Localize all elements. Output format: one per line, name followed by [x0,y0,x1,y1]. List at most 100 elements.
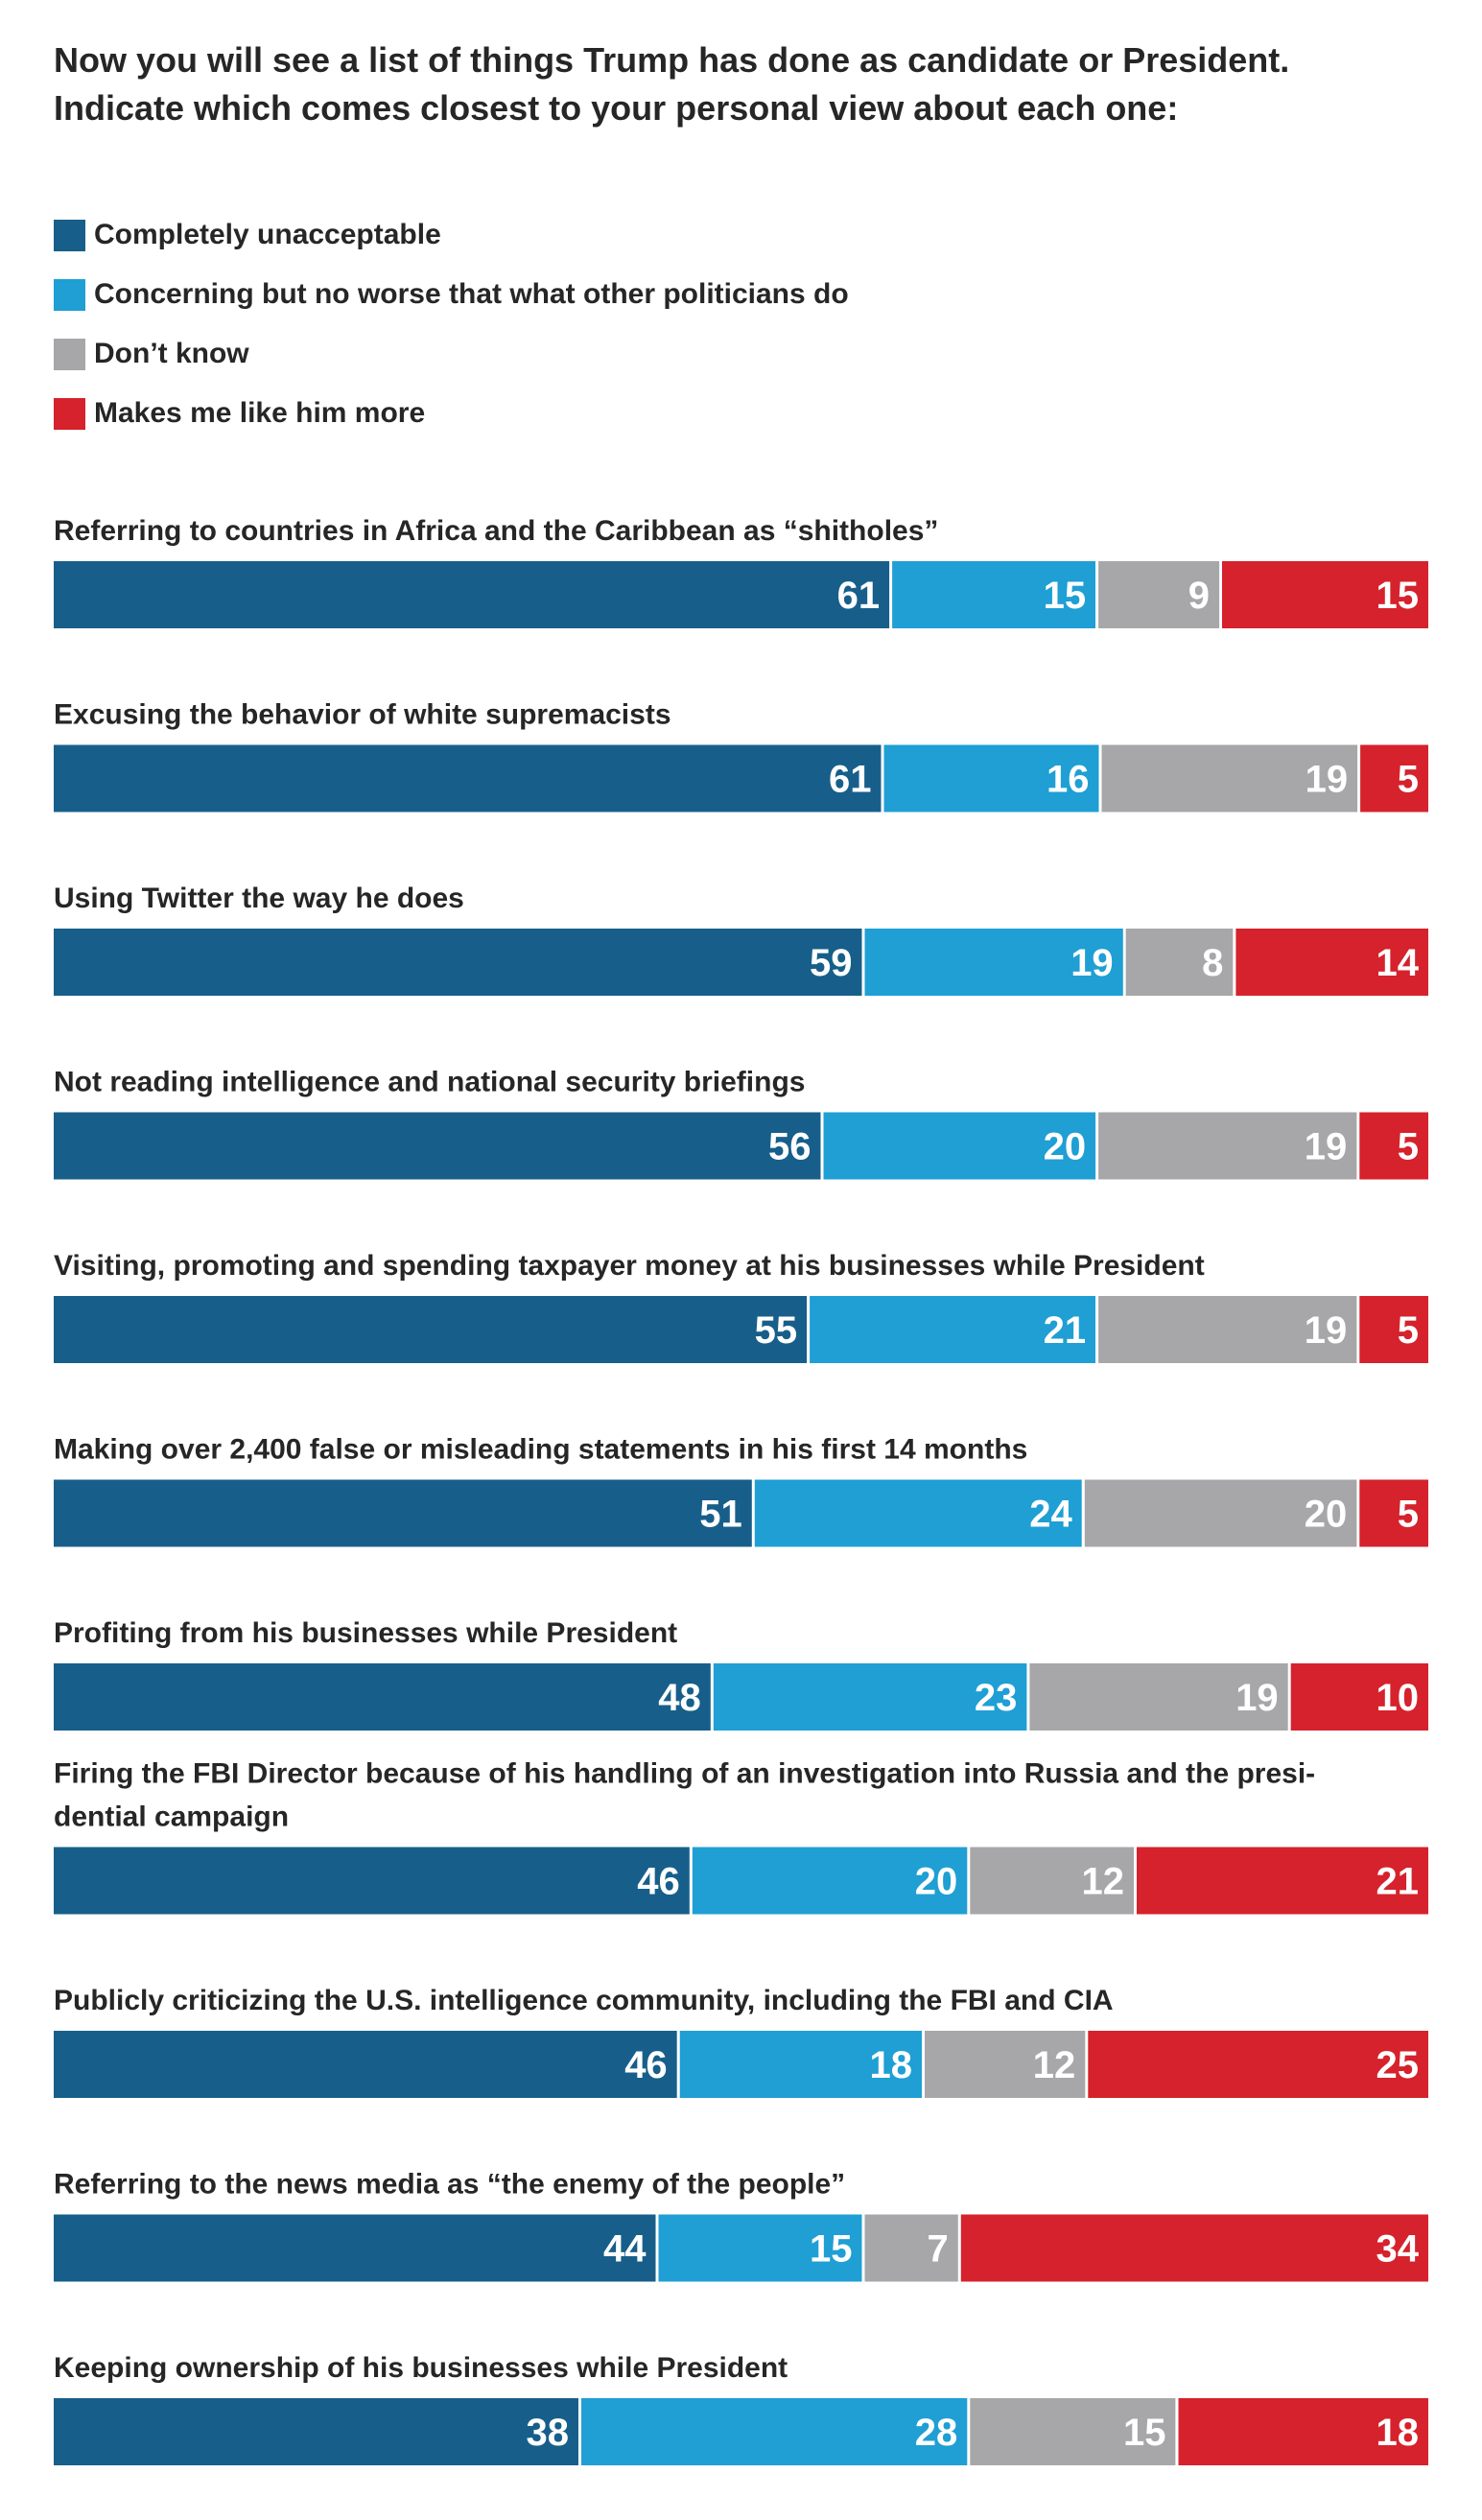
legend-label: Completely unacceptable [94,219,441,250]
legend: Completely unacceptable Concerning but n… [54,217,849,455]
bar-segment-makes-me-like-him-more [1359,1479,1428,1547]
bar-row: Profiting from his businesses while Pres… [54,1617,1428,1731]
bar-segment-completely-unacceptable [54,1663,711,1731]
bar-segment-dont-know [1098,1112,1357,1180]
bar-row-label: Keeping ownership of his businesses whil… [54,2352,788,2384]
bar-segment-concerning [581,2398,968,2465]
bar-segment-makes-me-like-him-more [1222,561,1428,628]
bar-segment-makes-me-like-him-more [1178,2398,1428,2465]
bar-value-label: 59 [810,942,853,984]
bar-value-label: 5 [1398,759,1419,801]
bar-value-label: 48 [658,1677,701,1719]
legend-item-makes-me-like-him-more: Makes me like him more [54,395,849,432]
bar-segment-makes-me-like-him-more [1359,1296,1428,1363]
bar-segment-completely-unacceptable [54,929,862,996]
bar-value-label: 7 [928,2228,949,2271]
bar-value-label: 19 [1305,1126,1348,1168]
bar-segment-completely-unacceptable [54,744,882,813]
bar-value-label: 24 [1029,1494,1072,1536]
bar-value-label: 19 [1235,1677,1279,1719]
bar-row-label: Publicly criticizing the U.S. intelligen… [54,1985,1114,2016]
bar-value-label: 12 [1082,1861,1125,1903]
bar-value-label: 28 [915,2412,958,2454]
legend-label: Concerning but no worse that what other … [94,278,849,310]
legend-swatch [54,397,85,430]
bar-value-label: 38 [527,2412,570,2454]
bar-value-label: 18 [870,2044,913,2086]
bar-segment-concerning [864,929,1123,996]
bar-segment-completely-unacceptable [54,1112,821,1180]
bar-value-label: 8 [1202,942,1223,984]
bar-value-label: 15 [1044,575,1087,617]
bar-segment-completely-unacceptable [54,1479,752,1547]
legend-label: Makes me like him more [94,397,426,429]
bar-row: Keeping ownership of his businesses whil… [54,2352,1428,2465]
bar-row-label: Profiting from his businesses while Pres… [54,1617,677,1649]
bar-segment-completely-unacceptable [54,1296,808,1363]
bar-segment-completely-unacceptable [54,2398,578,2465]
bar-value-label: 15 [1376,575,1420,617]
bar-row: Excusing the behavior of white supremaci… [54,699,1428,813]
bar-value-label: 19 [1306,759,1349,801]
bar-segment-dont-know [864,2214,958,2282]
legend-item-concerning: Concerning but no worse that what other … [54,276,849,313]
bar-value-label: 5 [1398,1494,1419,1536]
bar-segment-dont-know [970,1847,1134,1915]
bar-segment-dont-know [1029,1663,1288,1731]
bar-row: Not reading intelligence and national se… [54,1067,1428,1180]
bar-segment-makes-me-like-him-more [960,2214,1428,2282]
bar-segment-concerning [823,1112,1096,1180]
legend-swatch [54,338,85,370]
bar-value-label: 9 [1188,575,1210,617]
bar-value-label: 5 [1398,1309,1419,1352]
bar-row-label: Excusing the behavior of white supremaci… [54,699,671,731]
bar-row: Referring to countries in Africa and the… [54,515,1428,628]
bar-value-label: 34 [1376,2228,1420,2271]
bar-segment-completely-unacceptable [54,1847,690,1915]
bar-value-label: 18 [1376,2412,1420,2454]
title-line-1: Now you will see a list of things Trump … [54,40,1290,80]
bar-row: Firing the FBI Director because of his h… [54,1758,1428,1915]
bar-value-label: 19 [1070,942,1114,984]
bar-segment-makes-me-like-him-more [1088,2031,1428,2098]
bar-value-label: 25 [1376,2044,1420,2086]
bar-value-label: 61 [829,759,872,801]
bar-segment-concerning [679,2031,923,2098]
bar-segment-concerning [810,1296,1095,1363]
bar-segment-makes-me-like-him-more [1360,744,1428,813]
bar-segment-concerning [658,2214,862,2282]
bar-value-label: 44 [603,2228,647,2271]
bar-row: Visiting, promoting and spending taxpaye… [54,1250,1428,1363]
title-line-2: Indicate which comes closest to your per… [54,88,1179,128]
bar-row: Referring to the news media as “the enem… [54,2169,1428,2282]
bar-segment-completely-unacceptable [54,2031,677,2098]
bar-value-label: 20 [1305,1494,1348,1536]
bar-value-label: 19 [1305,1309,1348,1352]
bar-row-label: Firing the FBI Director because of his h… [54,1758,1315,1790]
bar-value-label: 56 [768,1126,812,1168]
bar-segment-completely-unacceptable [54,561,890,628]
bar-segment-makes-me-like-him-more [1137,1847,1428,1915]
legend-item-dont-know: Don’t know [54,336,849,372]
bar-segment-concerning [892,561,1095,628]
bar-row: Using Twitter the way he does 59 19 8 14 [54,883,1428,996]
bar-value-label: 12 [1033,2044,1076,2086]
bar-value-label: 15 [1123,2412,1166,2454]
bar-segment-dont-know [970,2398,1176,2465]
bar-value-label: 46 [624,2044,668,2086]
bar-row-label: Referring to the news media as “the enem… [54,2169,845,2201]
bar-value-label: 23 [975,1677,1018,1719]
bar-segment-dont-know [1098,561,1220,628]
bar-segment-dont-know [1125,929,1234,996]
legend-swatch [54,278,85,311]
bar-segment-dont-know [925,2031,1086,2098]
bar-value-label: 20 [915,1861,958,1903]
bar-value-label: 55 [755,1309,798,1352]
bar-row-label: Making over 2,400 false or misleading st… [54,1434,1027,1466]
bar-row: Publicly criticizing the U.S. intelligen… [54,1985,1428,2098]
bar-value-label: 21 [1044,1309,1087,1352]
chart-title: Now you will see a list of things Trump … [54,36,1435,132]
legend-label: Don’t know [94,338,249,369]
bar-value-label: 10 [1376,1677,1420,1719]
